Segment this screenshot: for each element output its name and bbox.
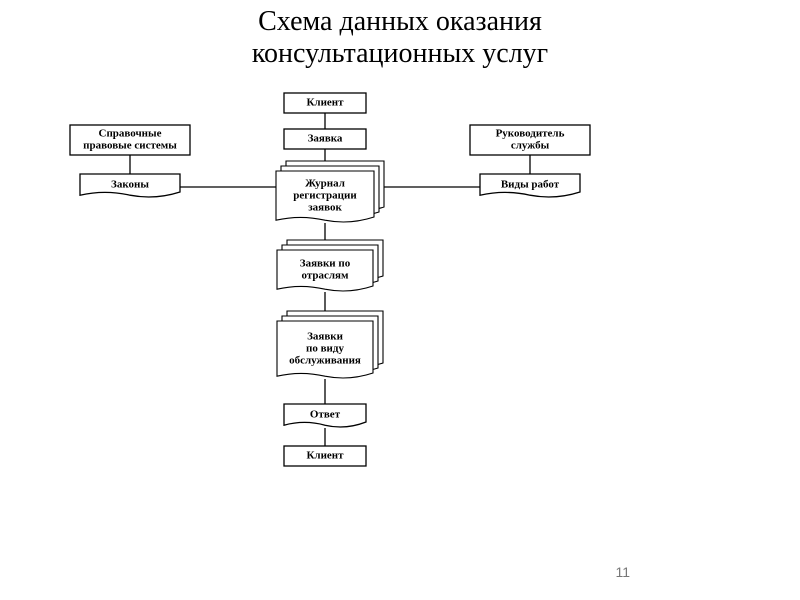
svg-text:Ответ: Ответ <box>310 409 341 421</box>
svg-text:Заявки по: Заявки по <box>300 258 351 270</box>
svg-text:Справочные: Справочные <box>99 128 162 140</box>
svg-text:Законы: Законы <box>111 179 149 191</box>
flowchart: Клиент Заявка Журналрегистрациизаявок Заявк… <box>0 0 800 600</box>
node-by_industry: Заявки поотраслям <box>277 240 383 291</box>
svg-text:правовые системы: правовые системы <box>83 140 177 152</box>
svg-text:Виды работ: Виды работ <box>501 179 560 191</box>
svg-text:обслуживания: обслуживания <box>289 355 361 367</box>
svg-text:Заявки: Заявки <box>307 331 344 343</box>
svg-text:регистрации: регистрации <box>293 190 357 202</box>
node-request: Заявка <box>284 129 366 149</box>
node-journal: Журналрегистрациизаявок <box>276 161 384 222</box>
svg-text:Заявка: Заявка <box>308 133 343 145</box>
node-laws: Законы <box>80 174 180 197</box>
node-ref_sys: Справочныеправовые системы <box>70 125 190 155</box>
node-answer: Ответ <box>284 404 366 427</box>
svg-text:заявок: заявок <box>308 202 342 214</box>
svg-text:Клиент: Клиент <box>306 97 344 109</box>
node-client_top: Клиент <box>284 93 366 113</box>
svg-text:отраслям: отраслям <box>301 270 349 282</box>
node-by_service: Заявкипо видуобслуживания <box>277 311 383 378</box>
svg-text:Руководитель: Руководитель <box>496 128 565 140</box>
node-client_bot: Клиент <box>284 446 366 466</box>
node-work_types: Виды работ <box>480 174 580 197</box>
svg-text:Клиент: Клиент <box>306 450 344 462</box>
node-supervisor: Руководительслужбы <box>470 125 590 155</box>
svg-text:службы: службы <box>511 140 550 152</box>
svg-text:по виду: по виду <box>306 343 344 355</box>
svg-text:Журнал: Журнал <box>305 178 345 190</box>
